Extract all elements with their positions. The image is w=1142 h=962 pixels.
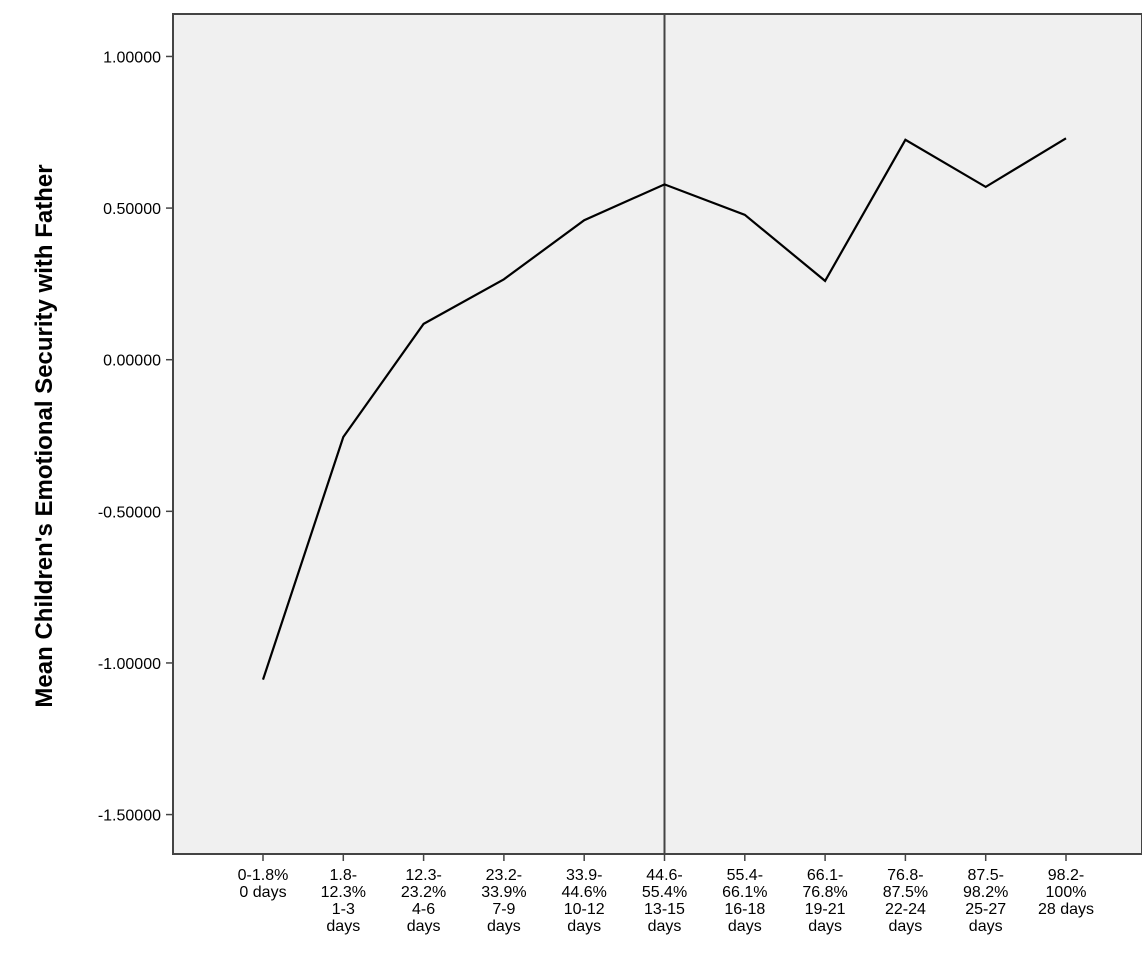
x-tick-label-line: 44.6- [646,867,682,884]
x-tick-label-line: 23.2- [486,867,522,884]
x-tick-label-line: 98.2% [963,884,1008,901]
y-tick-label: 0.00000 [103,353,161,370]
y-axis-title: Mean Children's Emotional Security with … [31,164,58,707]
x-tick-label-line: 100% [1046,884,1087,901]
x-tick-label-line: 66.1- [807,867,843,884]
x-tick-label-line: days [728,918,762,935]
x-tick-label: 87.5-98.2% 25-27 days [963,867,1008,935]
x-tick-label: 23.2-33.9% 7-9 days [481,867,526,935]
x-tick-label: 55.4-66.1% 16-18 days [722,867,767,935]
x-tick-label-line: days [326,918,360,935]
x-tick-label-line: 22-24 [885,901,926,918]
x-tick-label-line: days [808,918,842,935]
x-tick-label-line: 4-6 [412,901,435,918]
y-tick-label: -1.00000 [98,656,161,673]
x-tick-label-line: days [567,918,601,935]
x-tick-label-line: 0-1.8% [238,867,289,884]
x-tick-label-line: 0 days [239,884,286,901]
y-tick-label: 0.50000 [103,201,161,218]
x-tick-label-line: 76.8- [887,867,923,884]
x-tick-label-line: 1.8- [330,867,358,884]
x-tick-label-line: 87.5% [883,884,928,901]
x-tick-label-line: 13-15 [644,901,685,918]
x-tick-label: 0-1.8% 0 days [238,867,289,901]
x-tick-label-line: days [969,918,1003,935]
x-tick-label-line: 10-12 [564,901,605,918]
x-tick-label-line: 23.2% [401,884,446,901]
x-tick-label-line: 7-9 [492,901,515,918]
x-tick-label-line: 33.9% [481,884,526,901]
y-tick-label: 1.00000 [103,49,161,66]
x-tick-label-line: 87.5- [967,867,1003,884]
y-tick-label: -1.50000 [98,808,161,825]
x-tick-label-line: 28 days [1038,901,1094,918]
x-tick-label-line: 25-27 [965,901,1006,918]
x-tick-label-line: 76.8% [802,884,847,901]
y-axis: 1.00000 0.50000 0.00000 -0.50000 -1.00000 -1.… [98,49,173,825]
x-tick-label-line: days [889,918,923,935]
x-tick-label-line: 16-18 [724,901,765,918]
x-tick-label-line: days [407,918,441,935]
x-tick-label-line: days [487,918,521,935]
plot-area [172,13,1142,855]
x-tick-label-line: 55.4- [727,867,763,884]
x-tick-label-line: 44.6% [562,884,607,901]
x-tick-label-line: 33.9- [566,867,602,884]
x-tick-label: 98.2-100% 28 days [1038,867,1094,918]
x-tick-label: 76.8-87.5% 22-24 days [883,867,928,935]
x-tick-label: 1.8-12.3% 1-3 days [321,867,366,935]
x-tick-label: 12.3-23.2% 4-6 days [401,867,446,935]
x-tick-label-line: days [648,918,682,935]
x-tick-label: 33.9-44.6% 10-12 days [562,867,607,935]
x-tick-label: 66.1-76.8% 19-21 days [802,867,847,935]
x-tick-label-line: 19-21 [805,901,846,918]
x-tick-label-line: 12.3% [321,884,366,901]
x-tick-label: 44.6-55.4% 13-15 days [642,867,687,935]
x-tick-label-line: 98.2- [1048,867,1084,884]
series-line [261,137,1067,680]
x-tick-label-line: 66.1% [722,884,767,901]
x-tick-label-line: 1-3 [332,901,355,918]
x-tick-label-line: 12.3- [405,867,441,884]
y-tick-label: -0.50000 [98,504,161,521]
x-tick-label-line: 55.4% [642,884,687,901]
